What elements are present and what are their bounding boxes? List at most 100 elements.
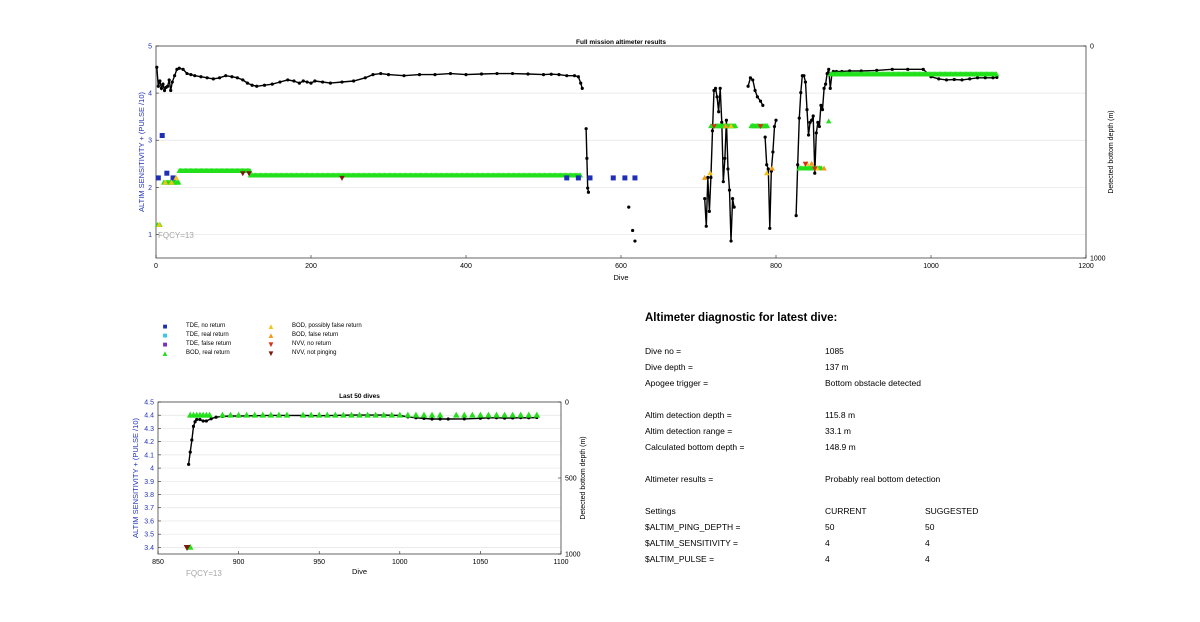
bottom-depth-point [209,417,213,421]
bottom-depth-point [816,120,820,124]
x-tick-label: 1100 [553,559,568,566]
bottom-depth-point [633,239,637,243]
bottom-depth-point [713,86,718,90]
bottom-depth-point [177,66,181,70]
bottom-depth-point [579,81,583,85]
sensitivity-marker [240,171,246,177]
triangle-up-marker-icon: ▲ [267,331,275,340]
diag-row-detection-depth: Altim detection depth = 115.8 m [645,410,1185,426]
bottom-depth-point [766,167,770,171]
bottom-depth-point [822,86,826,90]
bottom-depth-point [199,75,203,79]
sensitivity-marker [183,544,191,551]
bottom-depth-point [758,99,763,103]
bottom-depth-point [825,71,829,76]
setting-current: 4 [825,538,830,548]
bottom-depth-point [297,81,301,85]
bod-real-marker [754,123,761,129]
sensitivity-marker [170,175,176,181]
bottom-depth-line [704,86,735,242]
bod-real-marker [243,411,250,418]
sensitivity-marker [632,175,638,181]
bod-real-marker [460,411,468,418]
y-tick-label: 4.5 [144,400,154,407]
bod-real-marker [206,411,213,418]
bottom-depth-point [438,417,442,421]
bottom-depth-point [526,72,530,76]
bottom-depth-point [585,156,589,160]
triangle-down-marker-icon: ▼ [267,340,275,349]
x-tick-label: 850 [152,559,164,566]
y-tick-label: 3.4 [144,545,154,552]
sensitivity-marker [711,124,717,130]
diag-row-dive-no: Dive no = 1085 [645,346,1185,362]
diagnostic-panel: Altimeter diagnostic for latest dive: Di… [645,312,1185,570]
bod-real-marker [315,411,323,418]
bottom-depth-point [731,197,735,201]
bod-real-marker [356,411,363,418]
bottom-depth-point [448,71,453,76]
y2-tick-label: 0 [565,400,569,407]
settings-row-sensitivity: $ALTIM_SENSITIVITY = 4 4 [645,538,1185,554]
bottom-depth-point [828,86,832,90]
y2-axis-label: Detected bottom depth (m) [580,436,587,519]
bottom-depth-point [270,82,274,86]
sensitivity-marker [722,123,729,129]
setting-suggested: 50 [925,522,935,532]
diag-value: 33.1 m [825,426,851,436]
bod-real-marker [798,165,804,171]
bod-real-marker [420,411,428,418]
bottom-depth-point [944,78,949,82]
chart-title: Last 50 dives [339,393,380,400]
bottom-depth-point [721,180,725,184]
bottom-depth-point [761,103,765,107]
y-tick-label: 3.7 [144,505,154,512]
y-tick-label: 1 [148,232,152,239]
x-tick-label: 1000 [392,559,408,566]
bottom-depth-point [313,79,317,83]
bottom-depth-point [235,76,239,80]
diag-label: Altim detection depth = [645,410,732,420]
bod-real-marker [340,411,347,418]
setting-current: 4 [825,554,830,564]
bod-real-marker [436,411,444,418]
bod-real-marker [364,411,371,418]
bottom-depth-point [565,74,569,78]
legend-label: TDE, real return [186,332,229,338]
x-tick-label: 950 [313,559,325,566]
bod-real-marker [428,411,436,418]
sensitivity-marker [339,175,345,181]
bottom-depth-point [727,188,732,192]
bottom-depth-point [211,77,215,81]
bottom-depth-point [576,75,580,79]
sensitivity-marker [812,166,818,172]
bod-real-marker [307,411,315,418]
bottom-depth-point [627,205,631,209]
bottom-depth-point [198,417,202,422]
fqcy-annotation: FQCY=13 [158,231,194,240]
setting-suggested: 4 [925,554,930,564]
x-tick-label: 1200 [1078,263,1094,270]
bod-real-marker [509,411,516,418]
bod-real-marker [533,411,541,418]
bottom-depth-point [464,73,468,77]
bottom-depth-point [278,80,282,84]
bottom-depth-point [726,167,730,171]
settings-row-ping-depth: $ALTIM_PING_DEPTH = 50 50 [645,522,1185,538]
sensitivity-marker [246,171,252,177]
bod-real-marker [219,411,226,418]
y2-axis-label: Detected bottom depth (m) [1108,110,1115,193]
bottom-depth-point [890,67,894,71]
legend-label: BOD, false return [292,332,339,338]
bottom-depth-point [204,419,208,423]
bod-real-marker [259,411,267,418]
bottom-depth-point [772,124,777,129]
bottom-depth-point [751,78,755,82]
chart-title: Full mission altimeter results [576,39,666,46]
diag-row-altimeter-results: Altimeter results = Probably real bottom… [645,474,1185,490]
x-tick-label: 400 [460,263,472,270]
bottom-depth-point [797,116,801,120]
sensitivity-marker [802,161,809,167]
bod-real-marker [275,411,283,418]
bottom-depth-point [805,108,809,112]
